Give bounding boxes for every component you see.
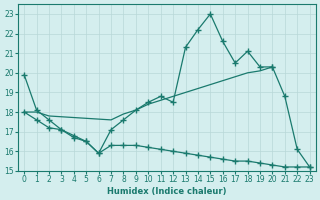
X-axis label: Humidex (Indice chaleur): Humidex (Indice chaleur) <box>107 187 227 196</box>
